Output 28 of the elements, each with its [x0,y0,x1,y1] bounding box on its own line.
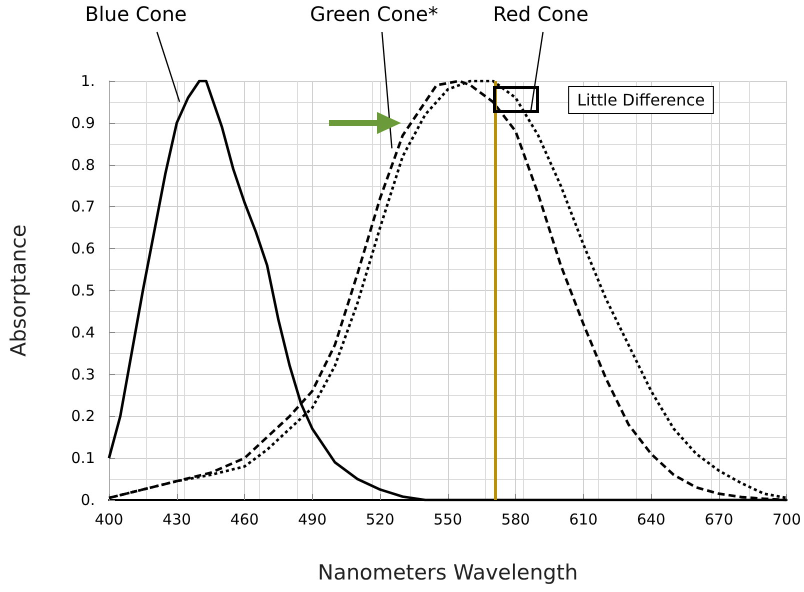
y-tick-label: 0.8 [71,156,95,174]
x-tick-label: 430 [162,510,192,528]
x-tick-label: 610 [569,510,598,528]
x-tick-label: 490 [298,510,327,528]
x-tick-label: 670 [704,510,734,528]
y-tick-label: 0.2 [71,407,95,426]
x-tick-label: 400 [94,510,124,528]
y-tick-label: 0. [80,491,95,509]
y-tick-label: 0.7 [71,198,95,216]
y-tick-label: 1. [80,72,95,90]
x-tick-label: 520 [366,510,394,528]
y-tick-label: 0.5 [71,282,95,300]
x-tick-label: 460 [230,510,259,528]
x-axis-title: Nanometers Wavelength [318,560,578,584]
text: Red Cone [493,2,589,26]
y-tick-label: 0.1 [71,449,95,468]
y-tick-label: 0.9 [71,114,95,132]
annotation: Little Difference [577,90,705,110]
y-tick-label: 0.3 [71,365,95,384]
text: Blue Cone [85,2,187,26]
x-tick-label: 580 [501,510,530,528]
y-axis-title: Absorptance [6,224,30,357]
x-tick-label: 700 [772,510,802,528]
text: Green Cone* [310,2,438,26]
y-tick-label: 0.4 [71,323,95,342]
y-tick-label: 0.6 [71,240,95,258]
x-tick-label: 640 [636,510,666,528]
x-tick-label: 550 [434,510,462,528]
